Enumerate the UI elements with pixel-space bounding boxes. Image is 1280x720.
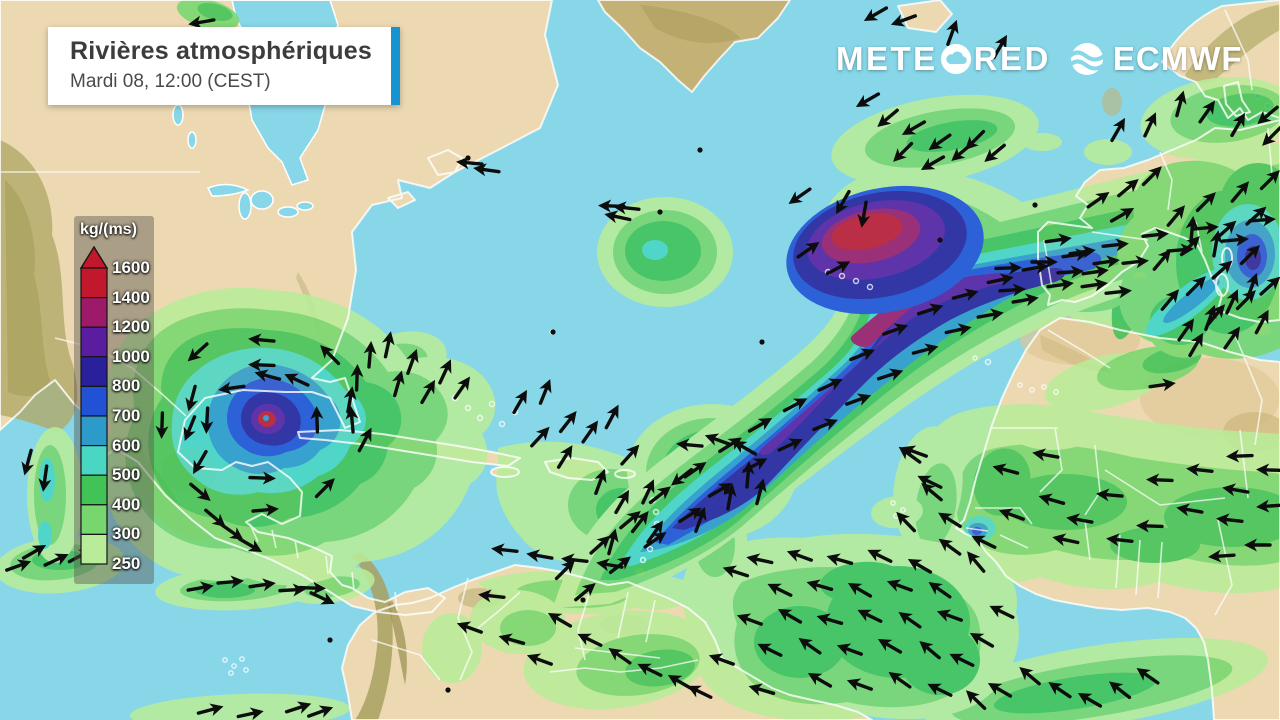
cloud-in-o-icon xyxy=(940,44,971,74)
legend-tick: 600 xyxy=(112,435,141,455)
legend-swatch xyxy=(80,267,108,299)
legend-tick: 1200 xyxy=(112,317,150,337)
legend-swatch xyxy=(80,415,108,447)
legend-tick: 1000 xyxy=(112,346,150,366)
calm-dots xyxy=(327,147,1038,693)
legend-swatch xyxy=(80,326,108,358)
legend-tick: 300 xyxy=(112,524,141,544)
title-box: Rivières atmosphériques Mardi 08, 12:00 … xyxy=(48,27,400,105)
legend-arrow-cap xyxy=(79,245,109,269)
meteored-text-pre: METE xyxy=(836,40,938,77)
legend-scale xyxy=(79,245,109,565)
legend-color-bar xyxy=(79,245,109,571)
legend-swatch xyxy=(80,445,108,476)
meteored-logo: METE RED xyxy=(836,40,1051,78)
legend-tick: 250 xyxy=(112,554,141,573)
legend-panel: kg/(ms) 1600 1400 1200 1000 800 700 600 xyxy=(74,216,154,584)
ecmwf-globe-icon xyxy=(1070,43,1103,75)
legend-unit-label: kg/(ms) xyxy=(80,221,137,238)
legend-swatch xyxy=(80,385,108,417)
page-title: Rivières atmosphériques xyxy=(70,37,372,65)
legend-tick-labels: 1600 1400 1200 1000 800 700 600 500 400 … xyxy=(110,246,154,573)
legend-swatch xyxy=(80,356,108,388)
legend-tick: 800 xyxy=(112,376,141,396)
legend-tick: 400 xyxy=(112,494,141,514)
legend-swatch xyxy=(80,533,108,565)
ecmwf-logo-text: ECMWF xyxy=(1112,40,1243,77)
legend-tick: 700 xyxy=(112,406,141,425)
legend-swatch xyxy=(80,296,108,328)
legend-swatch xyxy=(80,504,108,535)
branding-logos: METE RED ECMWF xyxy=(836,40,1243,78)
meteored-text-post: RED xyxy=(973,40,1051,77)
legend-swatch xyxy=(80,474,108,506)
legend-tick: 1600 xyxy=(112,258,150,277)
title-accent-stripe xyxy=(391,27,400,105)
legend-tick: 500 xyxy=(112,465,141,485)
legend-tick: 1400 xyxy=(112,287,150,307)
valid-time-label: Mardi 08, 12:00 (CEST) xyxy=(70,71,271,92)
